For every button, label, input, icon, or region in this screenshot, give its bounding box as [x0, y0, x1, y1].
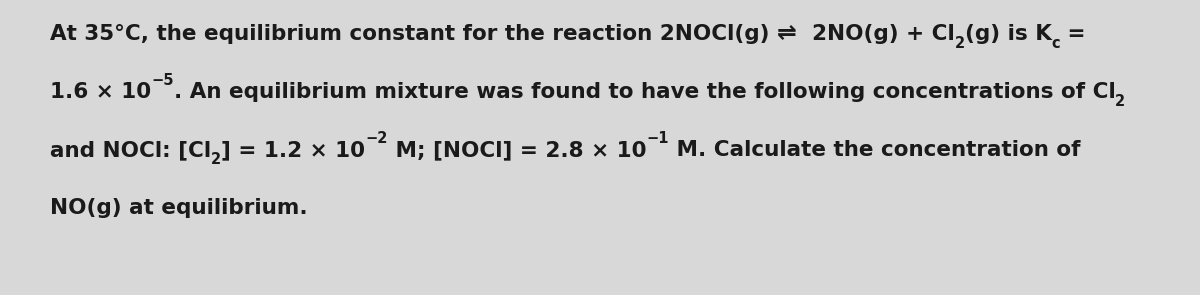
Text: M. Calculate the concentration of: M. Calculate the concentration of [668, 140, 1080, 160]
Text: −2: −2 [365, 131, 388, 146]
Text: c: c [1051, 36, 1060, 51]
Text: 2: 2 [954, 36, 965, 51]
Text: 2: 2 [1115, 94, 1126, 109]
Text: ] = 1.2 × 10: ] = 1.2 × 10 [221, 140, 365, 160]
Text: At 35°C, the equilibrium constant for the reaction 2NOCl(g): At 35°C, the equilibrium constant for th… [50, 24, 778, 44]
Text: and NOCl: [Cl: and NOCl: [Cl [50, 140, 211, 160]
Text: −1: −1 [646, 131, 668, 146]
Text: 1.6 × 10: 1.6 × 10 [50, 82, 151, 102]
Text: −5: −5 [151, 73, 174, 88]
Text: NO(g) at equilibrium.: NO(g) at equilibrium. [50, 198, 307, 218]
Text: 2NO(g) + Cl: 2NO(g) + Cl [797, 24, 954, 44]
Text: M; [NOCl] = 2.8 × 10: M; [NOCl] = 2.8 × 10 [388, 140, 646, 160]
Text: 2: 2 [211, 152, 221, 167]
Text: ⇌: ⇌ [778, 21, 797, 45]
Text: =: = [1060, 24, 1086, 44]
Text: (g) is K: (g) is K [965, 24, 1051, 44]
Text: . An equilibrium mixture was found to have the following concentrations of Cl: . An equilibrium mixture was found to ha… [174, 82, 1115, 102]
